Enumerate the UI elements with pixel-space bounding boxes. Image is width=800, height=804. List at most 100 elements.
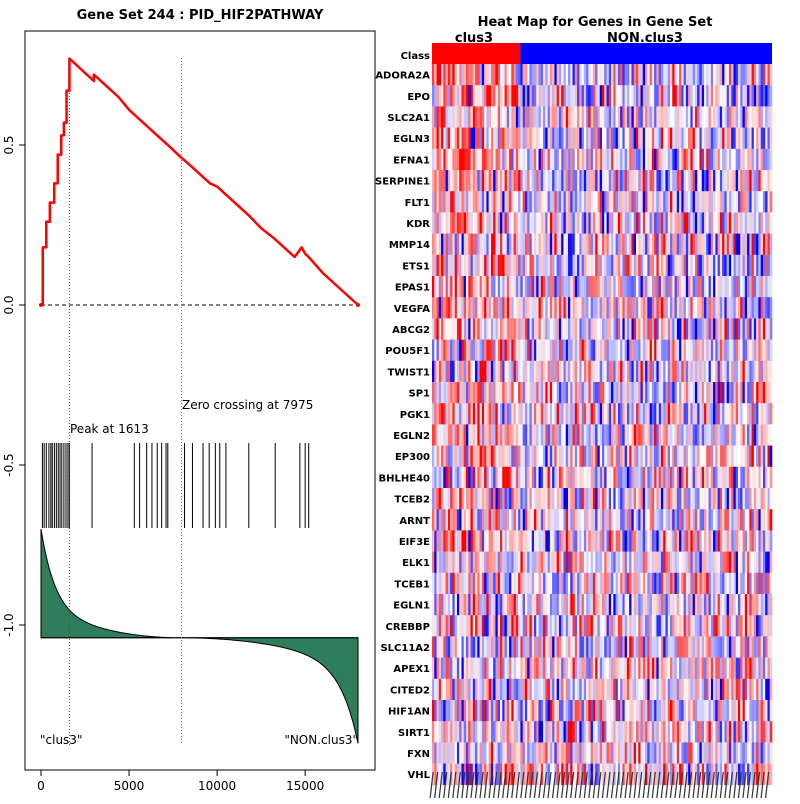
heatmap-cell: [686, 128, 689, 150]
heatmap-cell: [654, 191, 657, 213]
heatmap-cell: [482, 403, 485, 425]
heatmap-cell: [706, 106, 709, 128]
heatmap-cell: [602, 721, 605, 743]
heatmap-cell: [437, 446, 440, 468]
heatmap-cell: [543, 191, 546, 213]
heatmap-cell: [495, 85, 498, 107]
heatmap-cell: [437, 276, 440, 298]
heatmap-cell: [659, 467, 662, 489]
heatmap-cell: [627, 403, 630, 425]
heatmap-cell: [731, 488, 734, 510]
heatmap-cell: [509, 615, 512, 637]
heatmap-cell: [690, 721, 693, 743]
heatmap-cell: [645, 255, 648, 276]
heatmap-cell: [584, 297, 587, 319]
heatmap-cell: [448, 679, 451, 701]
heatmap-cell: [620, 170, 623, 192]
heatmap-cell: [507, 234, 510, 256]
heatmap-cell: [668, 85, 671, 107]
heatmap-cell: [715, 552, 718, 574]
heatmap-cell: [473, 742, 476, 764]
class-color-bar: [432, 43, 772, 64]
heatmap-cell: [654, 128, 657, 150]
heatmap-cell: [563, 234, 566, 256]
heatmap-cell: [611, 318, 614, 340]
heatmap-cell: [652, 64, 655, 86]
heatmap-cell: [618, 191, 621, 213]
heatmap-cell: [439, 170, 442, 192]
heatmap-cell: [507, 276, 510, 298]
heatmap-cell: [754, 361, 757, 383]
heatmap-cell: [616, 467, 619, 489]
heatmap-cell: [484, 382, 487, 404]
heatmap-cell: [643, 106, 646, 128]
heatmap-cell: [489, 742, 492, 764]
heatmap-cell: [525, 615, 528, 637]
heatmap-cell: [706, 191, 709, 213]
heatmap-cell: [432, 212, 435, 234]
heatmap-cell: [575, 212, 578, 234]
heatmap-cell: [500, 255, 503, 276]
heatmap-cell: [484, 106, 487, 128]
heatmap-cell: [688, 742, 691, 764]
right-group-label: "NON.clus3": [284, 733, 358, 747]
heatmap-cell: [747, 234, 750, 256]
heatmap-cell: [541, 700, 544, 722]
heatmap-cell: [754, 467, 757, 489]
heatmap-cell: [665, 170, 668, 192]
heatmap-cell: [645, 276, 648, 298]
heatmap-cell: [629, 85, 632, 107]
heatmap-cell: [613, 85, 616, 107]
heatmap-cell: [507, 446, 510, 468]
heatmap-cell: [695, 128, 698, 150]
heatmap-cell: [502, 255, 505, 276]
heatmap-cell: [616, 446, 619, 468]
heatmap-cell: [647, 594, 650, 616]
heatmap-cell: [475, 446, 478, 468]
heatmap-cell: [570, 212, 573, 234]
heatmap-cell: [475, 700, 478, 722]
heatmap-cell: [593, 446, 596, 468]
heatmap-cell: [709, 424, 712, 446]
heatmap-cell: [743, 276, 746, 298]
heatmap-cell: [509, 530, 512, 552]
es-end-point: [356, 303, 360, 307]
heatmap-cell: [477, 679, 480, 701]
heatmap-cell: [523, 700, 526, 722]
heatmap-cell: [727, 340, 730, 362]
heatmap-cell: [688, 658, 691, 680]
heatmap-cell: [656, 340, 659, 362]
heatmap-cell: [471, 106, 474, 128]
heatmap-cell: [652, 615, 655, 637]
heatmap-cell: [480, 149, 483, 171]
heatmap-cell: [625, 85, 628, 107]
heatmap-cell: [645, 403, 648, 425]
heatmap-cell: [559, 149, 562, 171]
heatmap-cell: [767, 467, 770, 489]
heatmap-cell: [597, 467, 600, 489]
heatmap-cell: [486, 361, 489, 383]
heatmap-cell: [611, 742, 614, 764]
heatmap-cell: [720, 297, 723, 319]
heatmap-cell: [636, 509, 639, 531]
heatmap-cell: [743, 170, 746, 192]
heatmap-cell: [688, 191, 691, 213]
heatmap-cell: [457, 382, 460, 404]
heatmap-cell: [586, 615, 589, 637]
heatmap-cell: [656, 191, 659, 213]
heatmap-cell: [482, 594, 485, 616]
heatmap-cell: [763, 403, 766, 425]
heatmap-cell: [616, 530, 619, 552]
heatmap-cell: [448, 615, 451, 637]
heatmap-cell: [661, 742, 664, 764]
heatmap-cell: [736, 679, 739, 701]
heatmap-cell: [643, 636, 646, 658]
heatmap-cell: [713, 615, 716, 637]
heatmap-cell: [593, 658, 596, 680]
heatmap-cell: [511, 64, 514, 86]
heatmap-cell: [439, 636, 442, 658]
heatmap-cell: [579, 234, 582, 256]
heatmap-cell: [618, 530, 621, 552]
heatmap-cell: [557, 85, 560, 107]
heatmap-cell: [670, 742, 673, 764]
